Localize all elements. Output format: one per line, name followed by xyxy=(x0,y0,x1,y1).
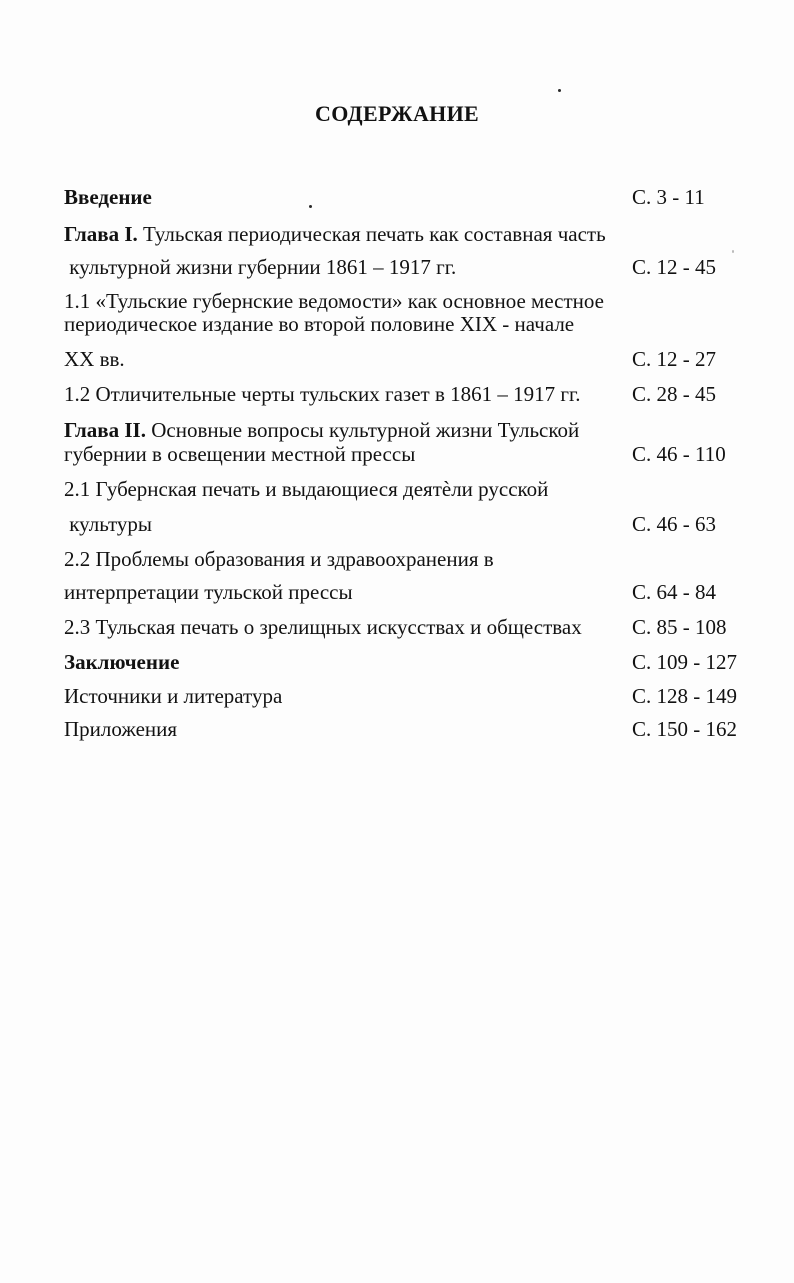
entry-text: 2.2 Проблемы образования и здравоохранен… xyxy=(64,547,494,571)
toc-line: культуры С. 46 - 63 xyxy=(64,512,794,536)
toc-line: 2.3 Тульская печать о зрелищных искусств… xyxy=(64,615,794,639)
toc-line: культурной жизни губернии 1861 – 1917 гг… xyxy=(64,255,794,279)
page-range: С. 85 - 108 xyxy=(632,615,727,639)
toc-line: губернии в освещении местной прессы С. 46… xyxy=(64,442,794,466)
toc-line: 2.1 Губернская печать и выдающиеся деятѐ… xyxy=(64,477,794,501)
toc-line: Приложения С. 150 - 162 xyxy=(64,717,794,741)
page-range: С. 64 - 84 xyxy=(632,580,716,604)
page-range: С. 12 - 45 xyxy=(632,255,716,279)
toc-line: XX вв. С. 12 - 27 xyxy=(64,347,794,371)
entry-text: периодическое издание во второй половине… xyxy=(64,312,575,336)
entry-label-bold: Глава I. xyxy=(64,222,138,246)
entry-label-bold: Глава II. xyxy=(64,418,146,442)
toc-line: Введение С. 3 - 11 xyxy=(64,185,794,209)
page-range: С. 3 - 11 xyxy=(632,185,705,209)
toc-line: Глава I. Тульская периодическая печать к… xyxy=(64,222,794,246)
toc-line: 1.2 Отличительные черты тульских газет в… xyxy=(64,382,794,406)
entry-text: губернии в освещении местной прессы xyxy=(64,442,416,466)
toc-line: 1.1 «Тульские губернские ведомости» как … xyxy=(64,289,794,313)
entry-text: интерпретации тульской прессы xyxy=(64,580,353,604)
page-range: С. 12 - 27 xyxy=(632,347,716,371)
entry-text: 2.3 Тульская печать о зрелищных искусств… xyxy=(64,615,582,639)
entry-text: 1.2 Отличительные черты тульских газет в… xyxy=(64,382,581,406)
page-range: С. 109 - 127 xyxy=(632,650,737,674)
toc-line: Заключение С. 109 - 127 xyxy=(64,650,794,674)
page-range: С. 28 - 45 xyxy=(632,382,716,406)
scan-speck xyxy=(309,205,312,208)
toc-line: интерпретации тульской прессы С. 64 - 84 xyxy=(64,580,794,604)
entry-text: Приложения xyxy=(64,717,178,741)
entry-text: Источники и литература xyxy=(64,684,283,708)
entry-text: 2.1 Губернская печать и выдающиеся деятѐ… xyxy=(64,477,549,501)
entry-text: культуры xyxy=(64,512,152,536)
toc-line: периодическое издание во второй половине… xyxy=(64,312,794,336)
page-range: С. 150 - 162 xyxy=(632,717,737,741)
entry-label-bold: Введение xyxy=(64,185,152,209)
scan-speck xyxy=(558,89,561,92)
page-title: СОДЕРЖАНИЕ xyxy=(315,101,479,126)
entry-label-bold: Заключение xyxy=(64,650,180,674)
entry-text: культурной жизни губернии 1861 – 1917 гг… xyxy=(64,255,457,279)
toc-line: Глава II. Основные вопросы культурной жи… xyxy=(64,418,794,442)
toc-line: Источники и литература С. 128 - 149 xyxy=(64,684,794,708)
scan-speck xyxy=(732,250,734,253)
page-range: С. 128 - 149 xyxy=(632,684,737,708)
entry-text: Тульская периодическая печать как состав… xyxy=(137,222,606,246)
entry-text: 1.1 «Тульские губернские ведомости» как … xyxy=(64,289,604,313)
toc-line: 2.2 Проблемы образования и здравоохранен… xyxy=(64,547,794,571)
page-range: С. 46 - 63 xyxy=(632,512,716,536)
entry-text: Основные вопросы культурной жизни Тульск… xyxy=(145,418,580,442)
entry-text: XX вв. xyxy=(64,347,125,371)
page-range: С. 46 - 110 xyxy=(632,442,726,466)
